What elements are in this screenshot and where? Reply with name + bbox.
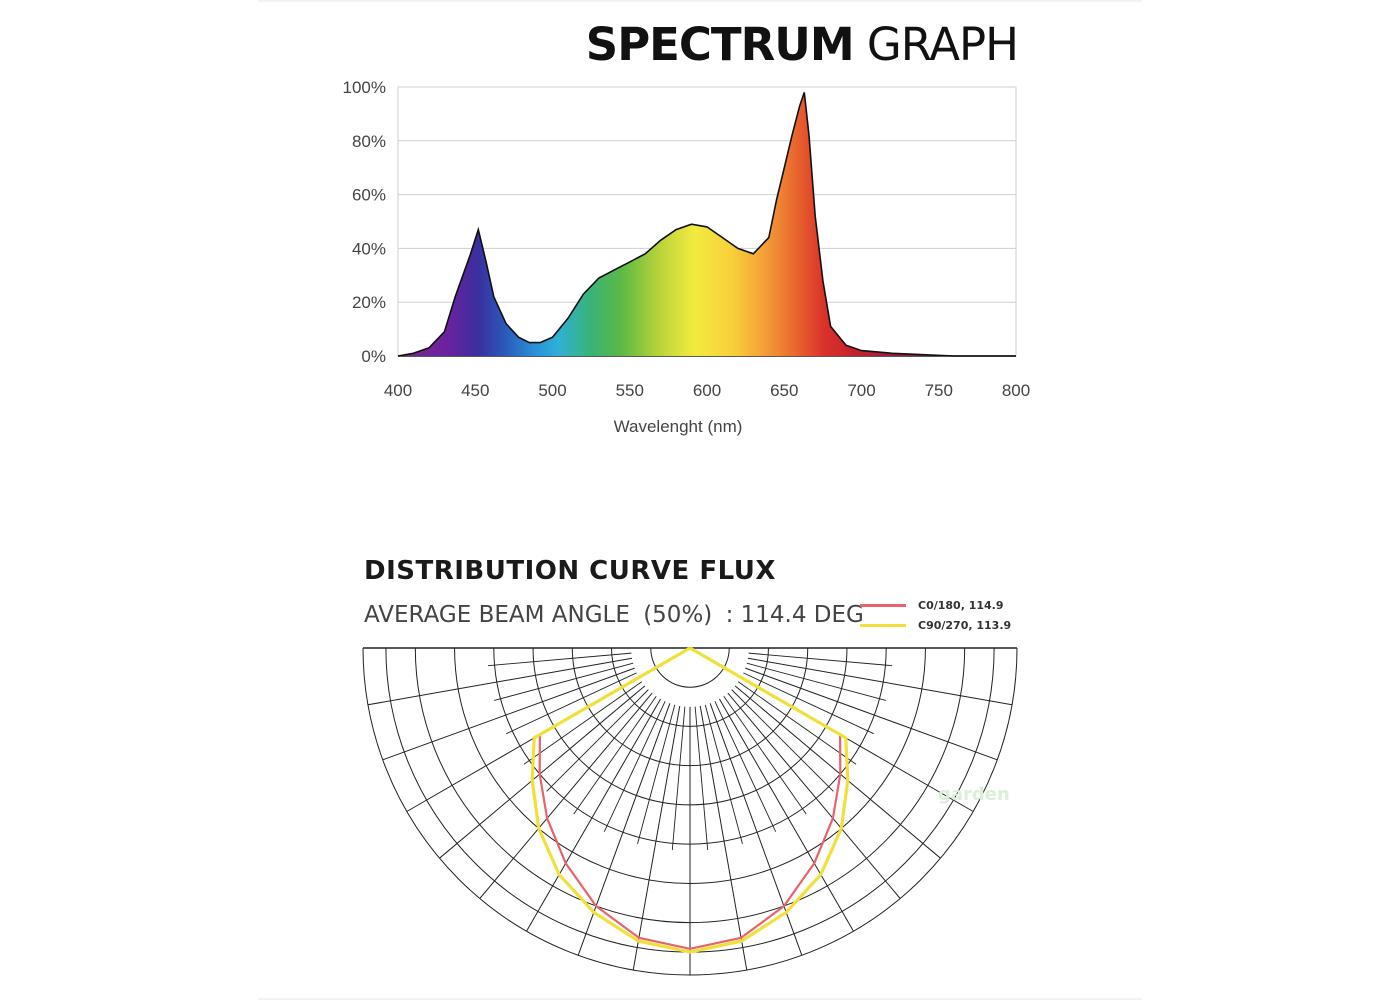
spectrum-x-tick-label: 550 [616, 381, 644, 400]
beam-angle-percent: (50%) [643, 602, 713, 628]
spectrum-x-tick-label: 800 [1002, 381, 1030, 400]
spectrum-x-tick-label: 750 [925, 381, 953, 400]
spectrum-x-ticks: 400 450 500 550 600 650 700 750 800 [384, 381, 1030, 400]
spectrum-y-ticks: 0% 20% 40% 60% 80% 100% [343, 78, 386, 366]
watermark-logo: garden [938, 784, 1010, 805]
spectrum-y-tick-label: 60% [352, 186, 386, 205]
spectrum-x-tick-label: 450 [461, 381, 489, 400]
beam-angle-label: AVERAGE BEAM ANGLE [364, 602, 630, 628]
spectrum-y-tick-label: 80% [352, 132, 386, 151]
spectrum-x-tick-label: 700 [847, 381, 875, 400]
spectrum-line [397, 92, 1016, 357]
distribution-title: DISTRIBUTION CURVE FLUX [364, 556, 776, 586]
legend-item-c0: C0/180, 114.9 [860, 597, 1004, 613]
legend-item-c90: C90/270, 113.9 [860, 617, 1011, 633]
legend-label-c0: C0/180, 114.9 [918, 598, 1004, 612]
legend-label-c90: C90/270, 113.9 [918, 618, 1012, 632]
spectrum-y-tick-label: 20% [352, 293, 386, 312]
legend-swatch-c0 [860, 603, 906, 607]
spectrum-x-tick-label: 500 [538, 381, 566, 400]
spectrum-title-bold: SPECTRUM [585, 18, 855, 71]
spectrum-y-tick-label: 100% [343, 78, 386, 97]
spectrum-chart: 400 450 500 550 600 650 700 750 800 0% 20% 40% 60% 8… [343, 78, 1031, 436]
spectrum-y-tick-label: 40% [352, 239, 386, 258]
spectrum-area [398, 92, 1016, 357]
spectrum-x-tick-label: 600 [693, 381, 721, 400]
legend-swatch-c90 [860, 623, 906, 627]
spectrum-y-tick-label: 0% [361, 347, 386, 366]
beam-angle-value: : 114.4 DEG [725, 602, 864, 628]
spectrum-title-light: GRAPH [866, 18, 1019, 71]
spectrum-title: SPECTRUM GRAPH [585, 18, 1019, 71]
spectrum-x-tick-label: 400 [384, 381, 412, 400]
spectrum-x-tick-label: 650 [770, 381, 798, 400]
spectrum-x-axis-label: Wavelenght (nm) [614, 417, 743, 436]
beam-angle-text: AVERAGE BEAM ANGLE (50%) : 114.4 DEG [364, 602, 870, 628]
